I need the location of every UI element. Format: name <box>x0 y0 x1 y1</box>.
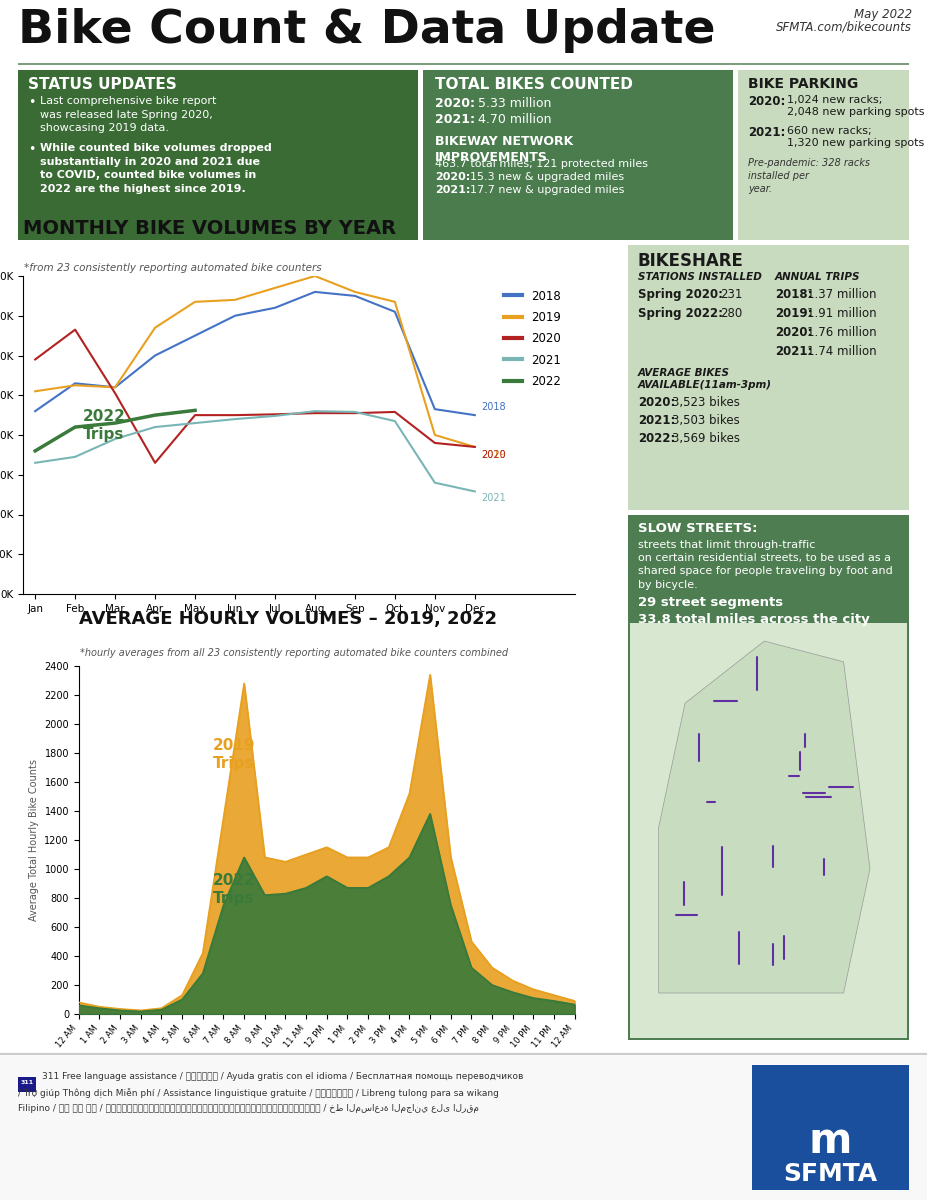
Text: STATIONS INSTALLED: STATIONS INSTALLED <box>638 272 762 282</box>
Text: 2020:: 2020: <box>775 326 812 338</box>
Text: 29 street segments: 29 street segments <box>638 596 783 608</box>
Text: 2021:: 2021: <box>748 126 785 139</box>
Text: 3,523 bikes: 3,523 bikes <box>672 396 740 409</box>
Text: 2021:: 2021: <box>775 346 812 358</box>
Bar <box>18 70 418 240</box>
Text: 4.70 million: 4.70 million <box>478 113 552 126</box>
Text: Bike Count & Data Update: Bike Count & Data Update <box>18 8 716 53</box>
Y-axis label: Average Total Hourly Bike Counts: Average Total Hourly Bike Counts <box>29 760 39 922</box>
Text: 2020:: 2020: <box>748 95 785 108</box>
Text: BIKEWAY NETWORK
IMPROVEMENTS: BIKEWAY NETWORK IMPROVEMENTS <box>435 134 573 164</box>
Text: Spring 2022:: Spring 2022: <box>638 307 723 320</box>
Text: 17.7 new & upgraded miles: 17.7 new & upgraded miles <box>470 185 625 194</box>
Text: 463.7 total miles; 121 protected miles: 463.7 total miles; 121 protected miles <box>435 158 648 169</box>
Text: 2022
Trips: 2022 Trips <box>83 409 126 442</box>
Text: / Trợ giúp Thông dịch Miễn phí / Assistance linguistique gratuite / 無料の言語支援 / Li: / Trợ giúp Thông dịch Miễn phí / Assista… <box>18 1088 499 1098</box>
Polygon shape <box>658 641 870 992</box>
Text: 2018: 2018 <box>481 402 505 412</box>
Text: streets that limit through-traffic
on certain residential streets, to be used as: streets that limit through-traffic on ce… <box>638 540 893 589</box>
Text: STATUS UPDATES: STATUS UPDATES <box>28 77 177 92</box>
Text: m: m <box>808 1120 852 1162</box>
Text: 2020:: 2020: <box>435 97 475 110</box>
Text: 1.74 million: 1.74 million <box>807 346 877 358</box>
Text: •: • <box>28 96 35 109</box>
Text: 2020: 2020 <box>481 450 505 460</box>
Text: 1.76 million: 1.76 million <box>807 326 877 338</box>
Text: 3,503 bikes: 3,503 bikes <box>672 414 740 427</box>
Text: SLOW STREETS:: SLOW STREETS: <box>638 522 757 535</box>
Text: Spring 2020:: Spring 2020: <box>638 288 723 301</box>
Text: 2018:: 2018: <box>775 288 812 301</box>
Text: MONTHLY BIKE VOLUMES BY YEAR: MONTHLY BIKE VOLUMES BY YEAR <box>23 220 397 239</box>
Text: 2022
Trips: 2022 Trips <box>213 874 256 906</box>
Text: Last comprehensive bike report
was released late Spring 2020,
showcasing 2019 da: Last comprehensive bike report was relea… <box>40 96 216 133</box>
Bar <box>752 1066 909 1190</box>
Text: •: • <box>28 143 35 156</box>
Text: 231: 231 <box>720 288 743 301</box>
Text: Filipino / 무료 언어 지원 / การช่วยเหลือด้านภาษาโดยไม่เสียค่าใช้จ่าย / خط المساعدة الم: Filipino / 무료 언어 지원 / การช่วยเหลือด้านภา… <box>18 1104 479 1114</box>
Text: While counted bike volumes dropped
substantially in 2020 and 2021 due
to COVID, : While counted bike volumes dropped subst… <box>40 143 272 193</box>
Text: 311: 311 <box>20 1080 33 1085</box>
Text: 2021:: 2021: <box>435 185 470 194</box>
Text: BIKE PARKING: BIKE PARKING <box>748 77 858 91</box>
Text: 2022:: 2022: <box>638 432 676 445</box>
Text: Pre-pandemic: 328 racks
installed per
year.: Pre-pandemic: 328 racks installed per ye… <box>748 158 870 193</box>
Text: *hourly averages from all 23 consistently reporting automated bike counters comb: *hourly averages from all 23 consistentl… <box>80 648 508 659</box>
Text: 2020:: 2020: <box>435 172 470 182</box>
Text: BIKESHARE: BIKESHARE <box>638 252 743 270</box>
Bar <box>18 62 909 65</box>
Text: 1.37 million: 1.37 million <box>807 288 877 301</box>
Text: 15.3 new & upgraded miles: 15.3 new & upgraded miles <box>470 172 624 182</box>
Text: 280: 280 <box>720 307 743 320</box>
Bar <box>630 623 907 1038</box>
Bar <box>0 1052 927 1200</box>
Text: 2021:: 2021: <box>638 414 676 427</box>
Text: 311 Free language assistance / 免費語言協助 / Ayuda gratis con el idioma / Бесплатная : 311 Free language assistance / 免費語言協助 / … <box>42 1072 524 1081</box>
Bar <box>628 245 909 510</box>
Text: 2020:: 2020: <box>638 396 676 409</box>
Bar <box>738 70 909 240</box>
Text: AVERAGE BIKES
AVAILABLE(11am-3pm): AVERAGE BIKES AVAILABLE(11am-3pm) <box>638 368 772 390</box>
Text: 3,569 bikes: 3,569 bikes <box>672 432 740 445</box>
Text: SFMTA.com/bikecounts: SFMTA.com/bikecounts <box>776 20 912 34</box>
Text: SFMTA: SFMTA <box>783 1162 877 1186</box>
Text: 1,024 new racks;
2,048 new parking spots: 1,024 new racks; 2,048 new parking spots <box>787 95 924 118</box>
Text: 1.91 million: 1.91 million <box>807 307 877 320</box>
Text: AVERAGE HOURLY VOLUMES – 2019, 2022: AVERAGE HOURLY VOLUMES – 2019, 2022 <box>79 611 497 629</box>
Text: TOTAL BIKES COUNTED: TOTAL BIKES COUNTED <box>435 77 633 92</box>
Bar <box>628 515 909 1040</box>
Text: 2021: 2021 <box>481 493 505 504</box>
Text: *from 23 consistently reporting automated bike counters: *from 23 consistently reporting automate… <box>24 263 322 274</box>
Text: 660 new racks;
1,320 new parking spots: 660 new racks; 1,320 new parking spots <box>787 126 924 149</box>
Bar <box>18 1078 36 1092</box>
Text: 2021:: 2021: <box>435 113 475 126</box>
Text: 5.33 million: 5.33 million <box>478 97 552 110</box>
Text: ANNUAL TRIPS: ANNUAL TRIPS <box>775 272 860 282</box>
Text: 33.8 total miles across the city: 33.8 total miles across the city <box>638 613 870 626</box>
Bar <box>0 1054 927 1055</box>
Bar <box>423 70 733 240</box>
Text: May 2022: May 2022 <box>854 8 912 20</box>
Text: 2019: 2019 <box>481 450 505 460</box>
Text: 2019:: 2019: <box>775 307 812 320</box>
Legend: 2018, 2019, 2020, 2021, 2022: 2018, 2019, 2020, 2021, 2022 <box>500 286 566 392</box>
Text: 2019
Trips: 2019 Trips <box>213 738 256 770</box>
